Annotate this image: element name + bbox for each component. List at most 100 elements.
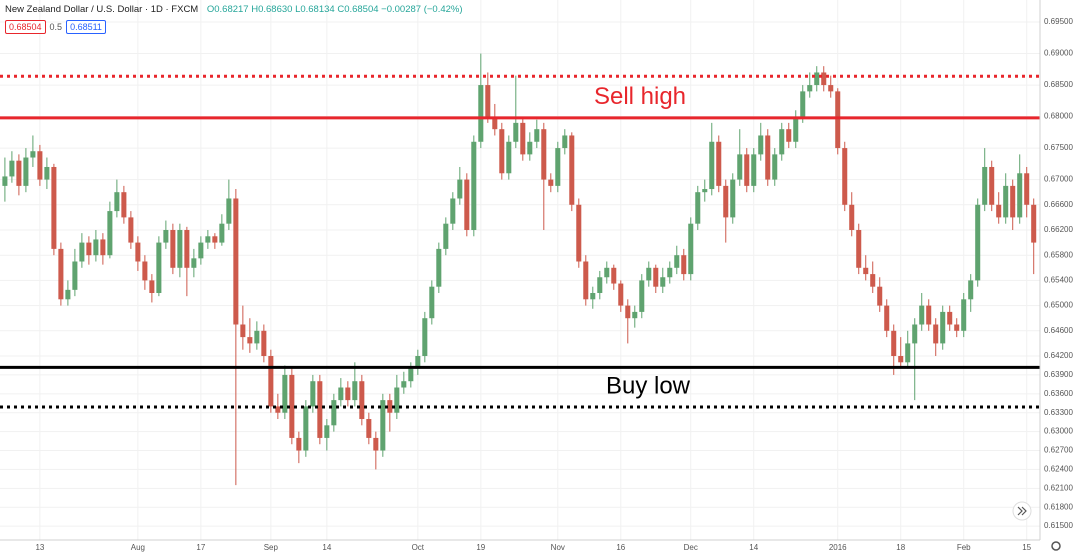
candle-body <box>933 324 939 344</box>
x-tick-label: 14 <box>749 543 758 552</box>
candle-body <box>849 204 855 230</box>
y-tick-label: 0.66200 <box>1044 225 1073 234</box>
candle-body <box>681 255 687 275</box>
candle-body <box>247 337 253 344</box>
candle-body <box>2 176 8 186</box>
candle-body <box>590 292 596 300</box>
candle-body <box>394 387 400 413</box>
candle-body <box>317 381 323 438</box>
candle-body <box>555 148 561 186</box>
y-tick-label: 0.63000 <box>1044 427 1073 436</box>
settings-icon[interactable] <box>1051 541 1061 551</box>
candle-body <box>191 258 197 268</box>
candle-body <box>121 192 127 218</box>
y-tick-label: 0.67000 <box>1044 175 1073 184</box>
candle-body <box>688 223 694 275</box>
y-tick-label: 0.68500 <box>1044 80 1073 89</box>
candle-body <box>65 289 71 300</box>
candle-body <box>989 166 995 205</box>
candle-body <box>135 242 141 262</box>
candle-body <box>9 160 15 177</box>
candle-body <box>898 356 904 363</box>
y-tick-label: 0.63900 <box>1044 370 1073 379</box>
candle-body <box>730 179 736 218</box>
candle-body <box>422 318 428 357</box>
y-tick-label: 0.65400 <box>1044 276 1073 285</box>
candles <box>2 53 1037 486</box>
candle-body <box>786 129 792 142</box>
candle-body <box>863 267 869 275</box>
candle-body <box>877 286 883 306</box>
scroll-icon <box>1017 506 1027 516</box>
candle-body <box>702 189 708 193</box>
candle-body <box>597 277 603 293</box>
candle-body <box>737 154 743 180</box>
candle-body <box>219 223 225 243</box>
candle-body <box>765 135 771 180</box>
candle-body <box>646 267 652 281</box>
y-tick-label: 0.62700 <box>1044 446 1073 455</box>
candle-body <box>996 204 1002 218</box>
x-tick-label: 19 <box>476 543 485 552</box>
candle-body <box>947 311 953 325</box>
candle-body <box>856 229 862 268</box>
x-tick-label: Sep <box>264 543 279 552</box>
y-tick-label: 0.63300 <box>1044 408 1073 417</box>
candle-body <box>632 311 638 319</box>
candle-body <box>611 267 617 284</box>
y-tick-label: 0.61800 <box>1044 502 1073 511</box>
candle-body <box>93 239 99 256</box>
candle-body <box>492 116 498 130</box>
candle-body <box>30 151 36 158</box>
candle-body <box>303 406 309 451</box>
candle-body <box>975 204 981 281</box>
candle-body <box>618 283 624 306</box>
candle-body <box>961 299 967 331</box>
candle-body <box>1003 185 1009 218</box>
candle-body <box>1024 173 1030 205</box>
candle-body <box>380 400 386 451</box>
candle-body <box>653 267 659 287</box>
candle-body <box>198 242 204 259</box>
candle-body <box>44 166 50 180</box>
candle-body <box>471 141 477 230</box>
candle-body <box>485 85 491 117</box>
levels: Sell high Buy low <box>0 74 1040 409</box>
candle-body <box>58 248 64 300</box>
ask[interactable]: 0.68511 <box>66 20 106 34</box>
candle-body <box>506 141 512 174</box>
candle-body <box>464 179 470 230</box>
quote-boxes: 0.68504 0.5 0.68511 <box>5 20 106 34</box>
candle-body <box>331 400 337 426</box>
candle-body <box>1031 204 1037 243</box>
bid[interactable]: 0.68504 <box>5 20 46 34</box>
candle-body <box>709 141 715 190</box>
candle-body <box>1017 173 1023 218</box>
level-label: Buy low <box>606 373 691 400</box>
y-tick-label: 0.61500 <box>1044 521 1073 530</box>
candle-body <box>324 425 330 438</box>
candle-body <box>807 85 813 92</box>
candle-body <box>751 154 757 186</box>
candle-body <box>1010 185 1016 218</box>
candle-body <box>387 400 393 413</box>
candle-body <box>408 368 414 382</box>
candle-body <box>891 330 897 357</box>
y-tick-label: 0.62100 <box>1044 483 1073 492</box>
x-tick-label: 13 <box>35 543 44 552</box>
candle-body <box>835 91 841 149</box>
candle-body <box>562 135 568 149</box>
candle-body <box>926 305 932 325</box>
candle-body <box>170 229 176 268</box>
x-tick-label: Feb <box>957 543 971 552</box>
candle-body <box>625 305 631 319</box>
candle-body <box>275 406 281 413</box>
candle-body <box>968 280 974 300</box>
candle-body <box>674 255 680 268</box>
y-tick-label: 0.64200 <box>1044 351 1073 360</box>
spread: 0.5 <box>49 22 63 32</box>
candle-body <box>37 151 43 180</box>
candle-body <box>212 236 218 243</box>
candle-body <box>16 160 22 186</box>
